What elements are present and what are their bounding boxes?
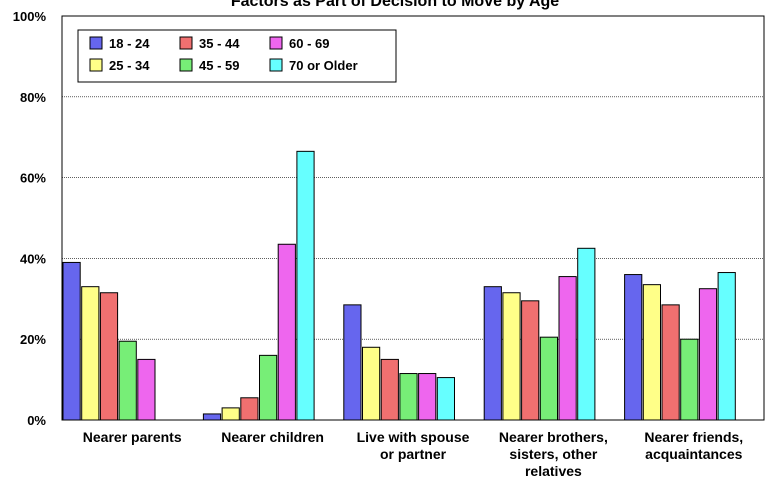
bar	[343, 304, 362, 421]
legend-swatch	[89, 36, 103, 50]
bars	[62, 150, 736, 421]
bar	[436, 377, 455, 421]
legend-swatch	[179, 36, 193, 50]
bar	[483, 286, 502, 421]
bar	[680, 338, 699, 421]
legend-label: 60 - 69	[289, 36, 329, 51]
bar	[81, 286, 100, 421]
category-label: Live with spouse	[357, 429, 470, 445]
bar	[99, 292, 119, 421]
category-label: Nearer friends,	[644, 429, 743, 445]
category-label: or partner	[380, 446, 447, 462]
legend-label: 45 - 59	[199, 58, 239, 73]
y-tick-label: 0%	[27, 413, 46, 428]
legend: 18 - 24 35 - 44 60 - 69 25 - 34 45 - 59 70 or…	[77, 29, 397, 83]
y-tick-label: 100%	[13, 9, 47, 24]
plot-frame	[61, 15, 765, 421]
category-label: acquaintances	[645, 446, 742, 462]
bar	[698, 288, 718, 421]
x-axis-categories: Nearer parents Nearer children Live with s…	[83, 429, 743, 479]
category-label: Nearer parents	[83, 429, 182, 445]
legend-swatch	[269, 58, 283, 72]
legend-box	[77, 29, 397, 83]
y-axis-ticks: 0% 20% 40% 60% 80% 100%	[13, 9, 47, 428]
y-tick-label: 80%	[20, 90, 46, 105]
bar	[62, 261, 81, 421]
bar	[558, 276, 577, 421]
category-label: relatives	[525, 463, 582, 479]
bar	[221, 407, 240, 421]
legend-label: 70 or Older	[289, 58, 358, 73]
bar	[577, 247, 596, 421]
bar	[624, 274, 643, 421]
bar	[202, 413, 222, 421]
bar	[539, 336, 558, 421]
bar	[362, 346, 381, 421]
legend-swatch	[179, 58, 193, 72]
bar	[259, 354, 278, 421]
category-label: sisters, other	[509, 446, 597, 462]
bar	[399, 373, 418, 421]
bar	[717, 272, 736, 421]
bar	[137, 358, 156, 421]
category-label: Nearer brothers,	[499, 429, 608, 445]
bar	[661, 304, 680, 421]
bar	[642, 284, 661, 421]
legend-swatch	[269, 36, 283, 50]
bar	[296, 150, 315, 421]
bar	[502, 292, 521, 421]
bar	[277, 243, 296, 421]
bar	[118, 340, 137, 421]
bar	[521, 300, 540, 421]
bar	[240, 397, 259, 421]
y-tick-label: 20%	[20, 332, 46, 347]
legend-label: 35 - 44	[199, 36, 240, 51]
legend-swatch	[89, 58, 103, 72]
legend-label: 25 - 34	[109, 58, 150, 73]
legend-label: 18 - 24	[109, 36, 150, 51]
bar	[418, 373, 437, 421]
category-label: Nearer children	[221, 429, 324, 445]
y-tick-label: 40%	[20, 251, 46, 266]
bar	[380, 358, 399, 421]
chart-title: Factors as Part of Decision to Move by A…	[231, 0, 559, 10]
y-tick-label: 60%	[20, 171, 46, 186]
